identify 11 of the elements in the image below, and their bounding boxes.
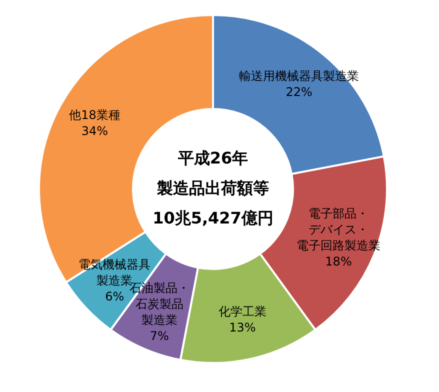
data-label: 22% <box>286 85 312 100</box>
slice-label: 他18業種 <box>69 108 120 122</box>
data-label: 13% <box>229 321 256 336</box>
data-label: 18% <box>325 254 352 269</box>
text: 製造品出荷額等 <box>156 178 269 198</box>
text: 10兆5,427億円 <box>152 208 274 228</box>
data-label: 34% <box>81 124 108 138</box>
data-label: 7% <box>150 329 169 344</box>
text: 平成26年 <box>176 148 248 168</box>
data-label: 6% <box>105 290 124 304</box>
slice-label: 化学工業 <box>218 305 266 320</box>
